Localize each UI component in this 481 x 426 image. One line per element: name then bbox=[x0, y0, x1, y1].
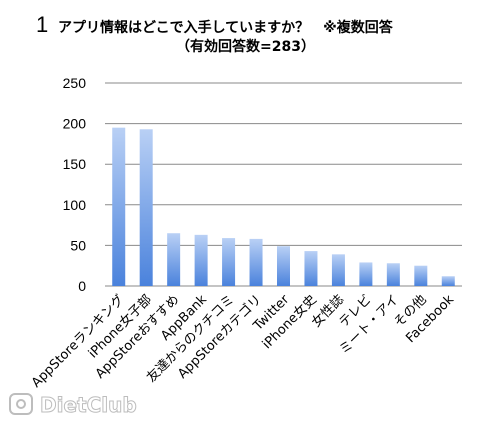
bars bbox=[112, 127, 455, 286]
y-tick-label: 200 bbox=[63, 116, 87, 132]
bar bbox=[112, 127, 126, 286]
bar bbox=[331, 254, 345, 286]
bar bbox=[386, 263, 400, 286]
bar bbox=[167, 233, 181, 286]
bar bbox=[194, 234, 208, 286]
chart-title: 1 アプリ情報はどこで入手していますか？ ※複数回答 （有効回答数=283） bbox=[0, 0, 481, 62]
watermark-logo: DietClub bbox=[8, 390, 137, 420]
y-tick-label: 50 bbox=[70, 237, 86, 253]
y-axis-tick-labels: 0 50 100 150 200 250 bbox=[63, 75, 87, 294]
watermark-icon bbox=[9, 393, 33, 415]
y-tick-label: 150 bbox=[63, 156, 87, 172]
bar bbox=[249, 238, 263, 286]
y-tick-label: 0 bbox=[78, 278, 86, 294]
watermark-text: DietClub bbox=[40, 393, 138, 418]
chart-title-line2: （有効回答数=283） bbox=[176, 39, 315, 55]
bar bbox=[277, 246, 290, 286]
bar bbox=[139, 129, 153, 286]
x-axis-tick-labels: AppStoreランキングiPhone女子部AppStoreおすすめAppBan… bbox=[29, 292, 457, 391]
bar bbox=[414, 265, 428, 286]
question-number: 1 bbox=[36, 12, 49, 37]
bar bbox=[359, 262, 373, 286]
bar bbox=[441, 276, 455, 286]
bar bbox=[304, 251, 318, 286]
chart-title-line1: アプリ情報はどこで入手していますか？ ※複数回答 bbox=[58, 20, 393, 36]
bar bbox=[222, 238, 236, 286]
y-tick-label: 100 bbox=[63, 197, 87, 213]
y-tick-label: 250 bbox=[63, 75, 87, 91]
